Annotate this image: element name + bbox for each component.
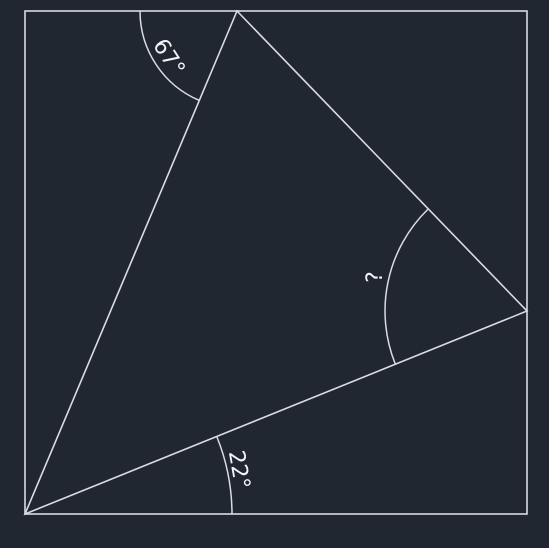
top-angle-arc bbox=[139, 10, 200, 102]
bottom-angle-arc bbox=[216, 436, 233, 515]
right-angle-label: ? bbox=[363, 271, 388, 283]
square-frame bbox=[24, 10, 528, 515]
inner-triangle bbox=[23, 9, 529, 516]
right-angle-arc bbox=[384, 208, 429, 365]
top-angle-label: 67° bbox=[147, 35, 189, 81]
bottom-angle-label: 22° bbox=[223, 449, 254, 492]
